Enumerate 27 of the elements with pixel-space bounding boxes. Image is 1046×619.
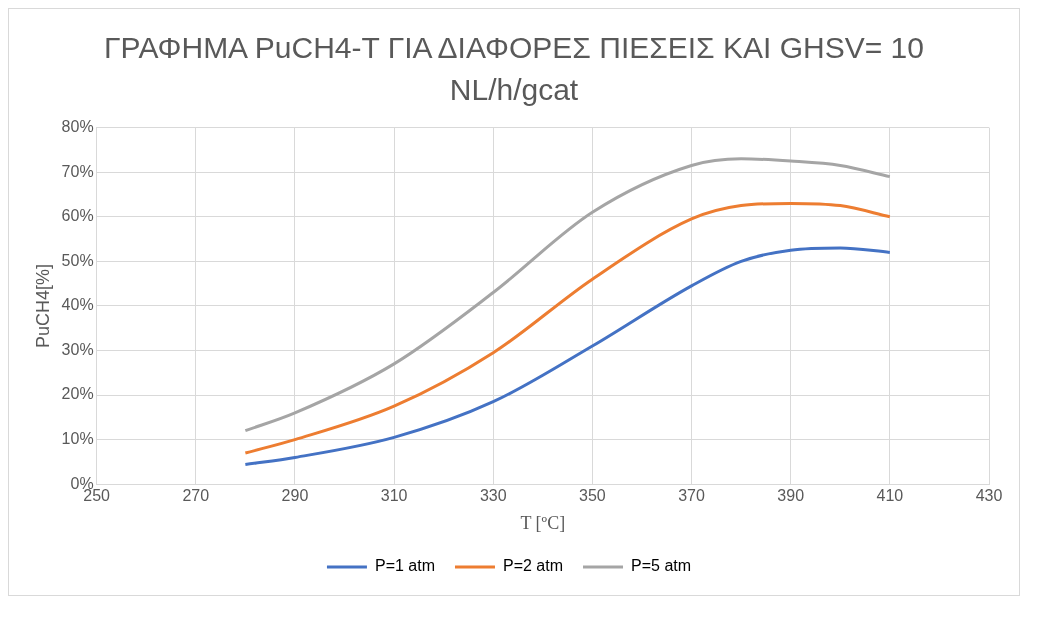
y-axis-title: PuCH4[%] (32, 263, 53, 348)
x-tick-label: 370 (678, 487, 705, 505)
line-series (243, 157, 892, 433)
x-axis-title: T [ºC] (520, 512, 566, 533)
x-tick-label: 270 (182, 487, 210, 505)
y-tick-label: 80% (61, 118, 94, 136)
x-tick-label: 330 (479, 487, 507, 505)
x-tick-label: 430 (975, 487, 1003, 505)
line-series (243, 246, 892, 467)
y-tick-label: 50% (61, 251, 94, 269)
legend-label: P=5 atm (631, 557, 692, 575)
chart-title: ΓΡΑΦΗΜΑ PuCH4-T ΓΙΑ ΔΙΑΦΟΡΕΣ ΠΙΕΣΕΙΣ ΚΑΙ GHSV= 10 NL/h/gcat (103, 30, 925, 108)
x-tick-label: 410 (876, 487, 904, 505)
line-series (243, 201, 892, 455)
y-tick-label: 40% (61, 296, 94, 314)
y-tick-label: 60% (61, 207, 94, 225)
y-tick-label: 10% (61, 430, 94, 448)
x-tick-label: 390 (777, 487, 805, 505)
x-tick-label: 290 (281, 487, 309, 505)
x-tick-label: 250 (83, 487, 111, 505)
legend-label: P=1 atm (374, 557, 435, 575)
y-tick-label: 70% (61, 162, 94, 180)
y-tick-label: 20% (61, 385, 94, 403)
y-tick-label: 30% (61, 340, 94, 358)
legend-label: P=2 atm (502, 557, 564, 575)
x-tick-label: 310 (380, 487, 408, 505)
x-tick-label: 350 (579, 487, 606, 505)
